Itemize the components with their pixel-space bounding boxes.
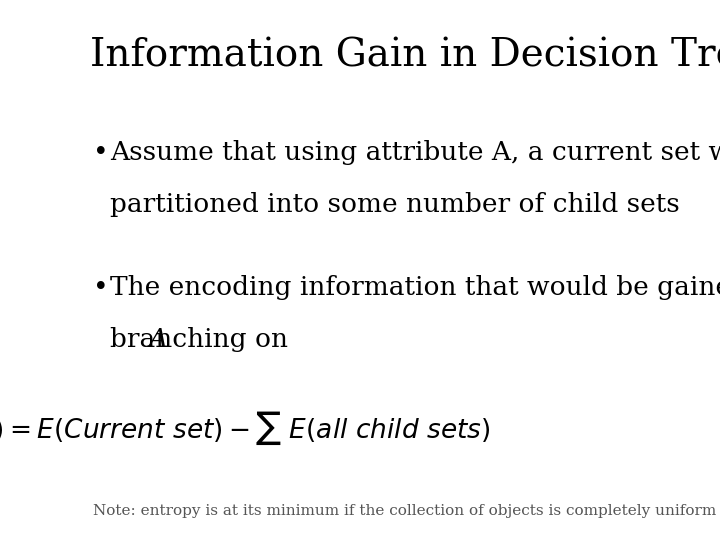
Text: branching on: branching on (110, 327, 297, 352)
Text: Assume that using attribute A, a current set will be: Assume that using attribute A, a current… (110, 140, 720, 165)
Text: The encoding information that would be gained by: The encoding information that would be g… (110, 275, 720, 300)
Text: $\mathit{Gain}(\mathit{A}) = \mathit{E}(\mathit{Current\ set}) - \sum\ \mathit{E: $\mathit{Gain}(\mathit{A}) = \mathit{E}(… (0, 410, 490, 448)
Text: Note: entropy is at its minimum if the collection of objects is completely unifo: Note: entropy is at its minimum if the c… (93, 504, 716, 518)
Text: A: A (148, 327, 167, 352)
Text: •: • (93, 275, 109, 300)
Text: •: • (93, 140, 109, 165)
Text: Information Gain in Decision Tree Induction: Information Gain in Decision Tree Induct… (90, 38, 720, 75)
Text: partitioned into some number of child sets: partitioned into some number of child se… (110, 192, 680, 217)
